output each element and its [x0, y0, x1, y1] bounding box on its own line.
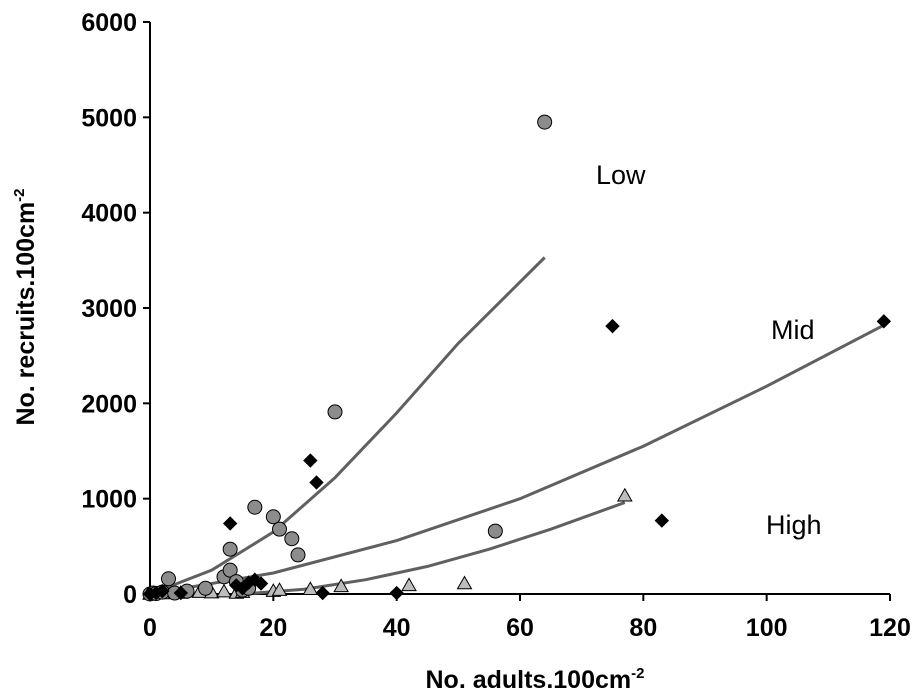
x-tick-label: 0 [143, 614, 157, 642]
fit-curve-low [149, 256, 546, 596]
data-point-low [222, 541, 238, 557]
data-point-mid [605, 318, 620, 334]
data-point-mid [155, 583, 170, 599]
data-point-mid [253, 576, 269, 591]
x-tick-label: 40 [383, 614, 411, 642]
data-point-mid [222, 516, 238, 531]
data-point-high [456, 575, 473, 590]
data-point-low [284, 531, 300, 547]
data-point-high [333, 578, 350, 593]
y-tick-label: 5000 [81, 104, 137, 132]
region-label-high: High [766, 510, 822, 540]
region-labels: Low Mid High [596, 160, 822, 540]
x-tick-label: 60 [506, 614, 534, 642]
data-point-low [265, 509, 281, 525]
data-point-high [401, 577, 417, 592]
y-tick-label: 6000 [81, 9, 137, 37]
y-tick-label: 3000 [81, 295, 137, 323]
y-tick-label: 2000 [81, 390, 137, 418]
region-label-mid: Mid [771, 315, 815, 345]
data-point-low [272, 521, 287, 537]
data-point-high [216, 583, 232, 598]
region-label-low: Low [596, 160, 646, 190]
data-point-low [487, 523, 503, 539]
y-axis-title-main: No. recruits.100cm [12, 202, 40, 426]
fit-curve-mid [149, 323, 885, 596]
x-tick-label: 20 [259, 614, 287, 642]
data-point-high [302, 581, 319, 595]
data-points [142, 114, 892, 602]
fit-curve-high [242, 501, 626, 596]
x-ticks: 0 20 40 60 80 100 120 [143, 594, 911, 642]
data-point-low [537, 114, 553, 130]
x-tick-label: 80 [629, 614, 657, 642]
y-axis-title-sup: -2 [11, 188, 28, 201]
data-point-low [198, 580, 213, 596]
y-tick-label: 4000 [81, 200, 137, 228]
x-axis-title-sup: -2 [631, 665, 644, 682]
data-point-low [161, 571, 176, 587]
x-tick-label: 120 [869, 614, 911, 642]
y-tick-label: 1000 [81, 486, 137, 514]
data-point-low [247, 499, 263, 515]
data-point-low [222, 562, 238, 578]
data-point-mid [876, 314, 892, 329]
data-point-high [271, 582, 288, 596]
data-point-mid [315, 585, 330, 601]
y-tick-label: 0 [123, 581, 137, 609]
x-axis-title: No. adults.100cm-2 [426, 665, 645, 694]
data-point-mid [173, 585, 189, 601]
data-point-low [327, 404, 343, 420]
data-point-mid [247, 572, 263, 587]
y-axis-title: No. recruits.100cm-2 [11, 188, 40, 425]
data-point-mid [303, 453, 318, 468]
data-point-high [616, 487, 633, 502]
x-tick-label: 100 [746, 614, 788, 642]
y-ticks: 0 1000 2000 3000 4000 5000 6000 [81, 9, 150, 609]
data-point-mid [389, 585, 404, 601]
x-axis-title-main: No. adults.100cm [426, 666, 632, 694]
data-point-low [290, 547, 306, 563]
data-point-mid [309, 475, 324, 490]
data-point-mid [654, 513, 670, 528]
fit-curves [149, 256, 885, 596]
